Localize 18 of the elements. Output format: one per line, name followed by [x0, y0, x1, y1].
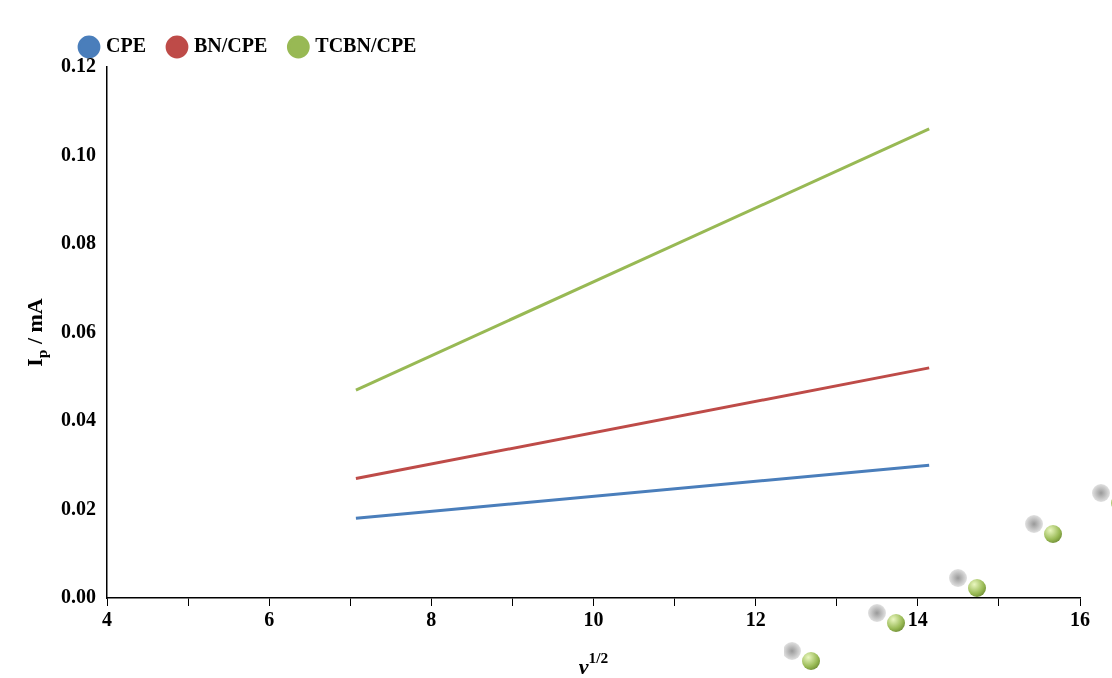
legend-label: TCBN/CPE: [315, 34, 417, 57]
x-tick-label: 4: [102, 608, 112, 631]
x-tick-label: 14: [907, 608, 928, 631]
x-tick-label: 10: [583, 608, 604, 631]
y-tick-label: 0.06: [61, 319, 96, 342]
legend-label: BN/CPE: [194, 34, 268, 57]
x-tick-label: 8: [426, 608, 437, 631]
y-tick-label: 0.12: [61, 54, 96, 77]
x-tick-label: 16: [1070, 608, 1090, 631]
y-tick-label: 0.04: [61, 408, 96, 431]
x-tick-label: 6: [264, 608, 275, 631]
y-tick-label: 0.10: [61, 142, 96, 165]
y-tick-label: 0.02: [61, 496, 96, 519]
y-axis-title: Ip / mA: [21, 298, 50, 367]
legend-label: CPE: [106, 34, 146, 57]
x-tick-label: 12: [745, 608, 766, 631]
y-tick-label: 0.00: [61, 585, 96, 608]
y-tick-label: 0.08: [61, 231, 96, 254]
